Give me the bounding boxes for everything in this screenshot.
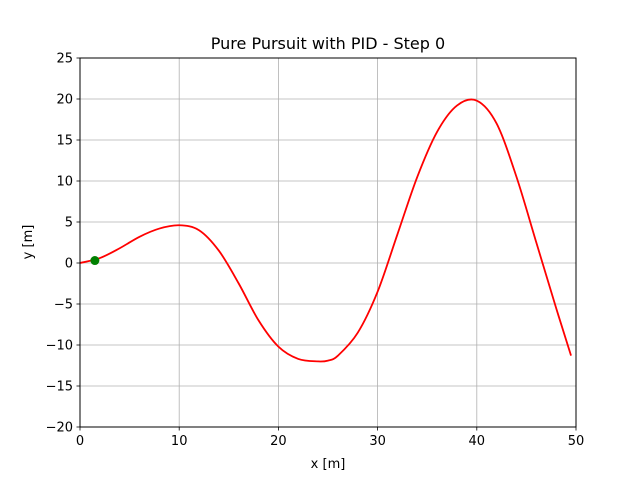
- x-tick-label: 20: [270, 434, 287, 449]
- y-tick-label: 0: [65, 257, 73, 272]
- x-tick-label: 0: [76, 434, 84, 449]
- chart-title: Pure Pursuit with PID - Step 0: [211, 34, 445, 53]
- y-tick-label: 25: [56, 52, 73, 67]
- x-axis-label: x [m]: [311, 457, 346, 472]
- vehicle-position-marker: [90, 256, 100, 266]
- x-tick-label: 10: [171, 434, 188, 449]
- y-tick-label: −10: [46, 339, 73, 354]
- y-tick-label: −20: [46, 421, 73, 436]
- y-tick-label: 10: [56, 175, 73, 190]
- x-tick-label: 40: [469, 434, 486, 449]
- axes-frame: [79, 57, 577, 428]
- plot-area: [79, 98, 572, 363]
- y-axis-label: y [m]: [21, 225, 36, 260]
- x-tick-label: 50: [568, 434, 585, 449]
- y-tick-label: 15: [56, 134, 73, 149]
- y-tick-label: 20: [56, 93, 73, 108]
- y-tick-label: −5: [54, 298, 73, 313]
- y-tick-label: 5: [65, 216, 73, 231]
- path-line: [79, 98, 572, 363]
- x-tick-label: 30: [369, 434, 386, 449]
- y-tick-label: −15: [46, 380, 73, 395]
- ticks: 0 10 20 30 40 50 −20 −15 −10 −5 0 5 10 15 20 25: [46, 52, 585, 450]
